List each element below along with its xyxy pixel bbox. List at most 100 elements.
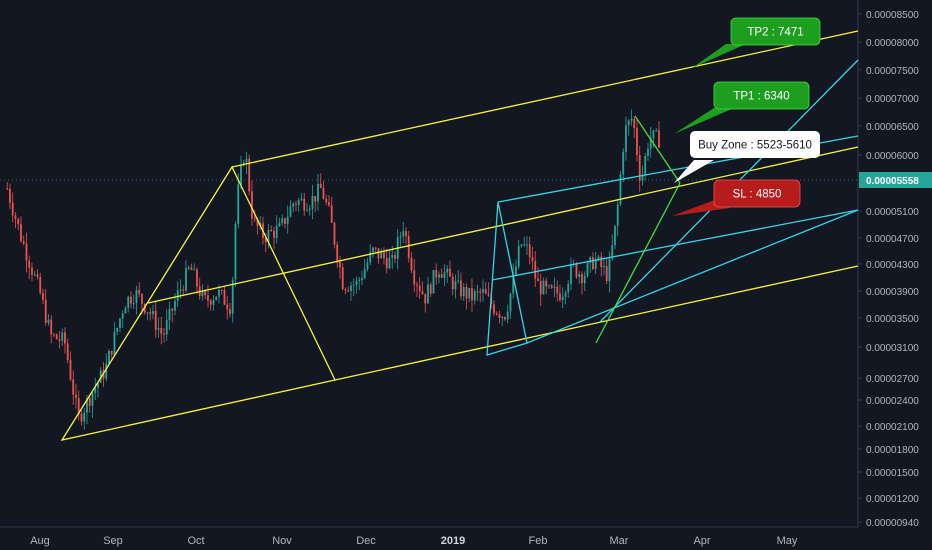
candle-body (418, 285, 421, 292)
candle-body (28, 260, 31, 268)
y-tick-label: 0.00008000 (866, 38, 919, 49)
candle-body (407, 236, 410, 258)
candle-body (171, 308, 174, 311)
candle-body (586, 262, 589, 277)
candle-body (110, 350, 113, 355)
x-tick-label: Mar (610, 535, 629, 547)
candle-body (242, 162, 245, 166)
candle-body (196, 269, 198, 287)
candle-body (69, 360, 72, 380)
candle-body (484, 289, 487, 294)
sl-callout[interactable]: SL : 4850 (672, 179, 801, 216)
candle-body (146, 312, 149, 314)
tp2-callout[interactable]: TP2 : 7471 (692, 17, 821, 68)
candle-body (655, 130, 658, 132)
candle-body (341, 267, 344, 290)
candle-body (388, 257, 391, 269)
candle-body (179, 289, 182, 291)
buy-zone-callout[interactable]: Buy Zone : 5523-5610 (674, 131, 820, 183)
tp1-callout[interactable]: TP1 : 6340 (674, 81, 810, 134)
candle-body (435, 270, 438, 278)
candle-body (130, 296, 132, 304)
candle-body (193, 269, 196, 271)
y-tick-label: 0.00007000 (866, 94, 919, 105)
candle-body (105, 363, 108, 379)
candle-body (281, 218, 284, 223)
candle-body (237, 184, 240, 224)
candle-body (124, 307, 127, 314)
candle-body (284, 218, 286, 225)
candle-body (50, 319, 53, 335)
candle-body (317, 183, 319, 202)
candle-body (526, 244, 528, 246)
y-tick-label: 0.00002700 (866, 374, 919, 385)
candle-body (658, 130, 660, 148)
candle-body (440, 274, 443, 278)
candle-body (55, 334, 58, 340)
candle-body (561, 296, 564, 301)
candle-body (638, 155, 641, 181)
candle-body (358, 279, 361, 281)
candle-body (625, 125, 627, 152)
candle-body (187, 267, 190, 269)
candle-body (583, 276, 586, 284)
candle-body (53, 334, 55, 336)
candle-body (471, 287, 473, 301)
candle-body (460, 280, 462, 297)
plot-area[interactable] (0, 0, 858, 527)
candle-body (473, 291, 476, 301)
candle-body (410, 257, 413, 271)
candle-body (636, 128, 638, 156)
candle-body (163, 333, 165, 335)
candle-body (295, 203, 297, 205)
price-axis[interactable] (858, 0, 932, 550)
candle-body (226, 304, 229, 310)
candle-body (556, 286, 559, 294)
candle-body (275, 225, 278, 239)
candle-body (336, 244, 339, 262)
candlestick-series (6, 109, 660, 430)
candle-body (416, 284, 418, 286)
y-tick-label: 0.00004300 (866, 260, 919, 271)
candle-body (363, 268, 366, 279)
candle-body (369, 252, 372, 263)
candle-body (649, 137, 652, 149)
candle-body (278, 222, 281, 226)
candle-body (616, 204, 619, 226)
candle-body (539, 281, 542, 295)
candle-body (152, 310, 154, 315)
candle-body (127, 296, 130, 308)
candle-body (132, 303, 135, 305)
x-tick-label: Oct (187, 535, 204, 547)
candle-body (325, 198, 328, 203)
green-wedge-upper (634, 115, 681, 184)
candle-body (468, 287, 471, 299)
candle-body (350, 285, 352, 291)
candle-body (495, 313, 498, 315)
candle-body (603, 265, 605, 268)
candle-body (352, 284, 355, 286)
candle-body (36, 274, 39, 277)
candle-body (429, 284, 432, 294)
y-tick-label: 0.00008500 (866, 10, 919, 21)
candle-body (498, 314, 501, 318)
candle-body (220, 290, 223, 292)
y-tick-label: 0.00003100 (866, 343, 919, 354)
y-tick-label: 0.00003500 (866, 314, 919, 325)
current-price-tag[interactable]: 0.00005558 (859, 172, 932, 188)
candle-body (427, 284, 429, 304)
candle-body (432, 270, 435, 294)
candle-body (644, 155, 647, 176)
candle-body (42, 292, 44, 300)
candle-body (482, 289, 484, 293)
candle-body (515, 266, 517, 275)
candle-body (446, 268, 449, 273)
candle-body (476, 291, 479, 293)
candle-body (174, 300, 176, 311)
candle-body (9, 188, 11, 203)
candle-body (479, 291, 482, 293)
candle-body (88, 398, 91, 406)
candle-body (215, 296, 218, 300)
candle-body (512, 274, 515, 294)
